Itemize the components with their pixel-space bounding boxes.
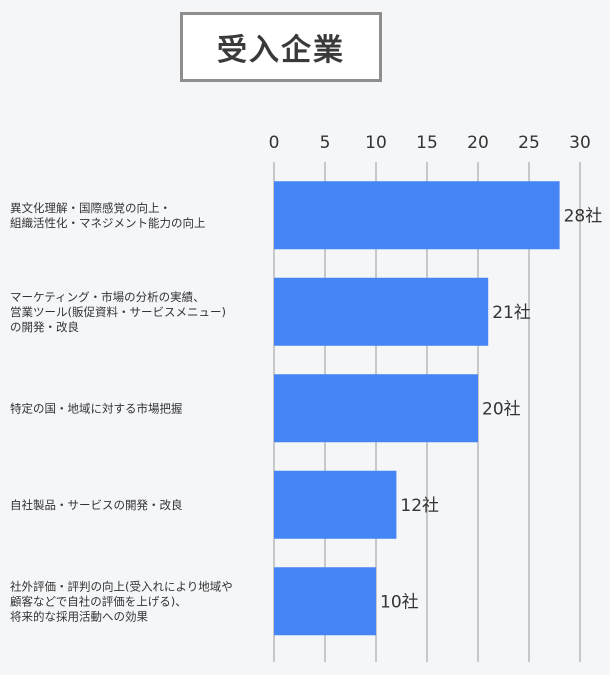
bar [274,181,560,250]
chart-title-box: 受入企業 [180,12,382,82]
category-label-line: 特定の国・地域に対する市場把握 [10,401,183,415]
category-label-line: 将来的な採用活動への効果 [10,609,148,623]
category-label: 社外評価・評判の向上(受入れにより地域や顧客などで自社の評価を上げる)、将来的な… [10,579,233,623]
category-label-line: 異文化理解・国際感覚の向上・ [10,201,171,215]
category-label: 特定の国・地域に対する市場把握 [10,401,183,415]
category-label-line: 自社製品・サービスの開発・改良 [10,498,183,512]
category-label: 異文化理解・国際感覚の向上・組織活性化・マネジメント能力の向上 [10,201,206,230]
value-label: 28社 [564,206,603,226]
category-label-line: の開発・改良 [10,320,79,334]
value-label: 20社 [482,399,521,419]
bar [274,277,489,346]
category-label-line: 社外評価・評判の向上(受入れにより地域や [10,579,233,593]
value-label: 12社 [400,496,439,516]
category-label-line: 顧客などで自社の評価を上げる)、 [10,594,187,608]
value-label: 10社 [380,592,419,612]
category-label-line: 営業ツール(販促資料・サービスメニュー) [10,305,226,319]
bar [274,470,397,539]
x-tick-label: 15 [416,133,438,153]
x-tick-label: 5 [320,133,331,153]
value-label: 21社 [492,303,531,323]
x-tick-label: 0 [269,133,280,153]
category-label-line: マーケティング・市場の分析の実績、 [10,290,205,304]
category-label: 自社製品・サービスの開発・改良 [10,498,183,512]
chart-title: 受入企業 [217,33,345,68]
category-label: マーケティング・市場の分析の実績、営業ツール(販促資料・サービスメニュー)の開発… [10,290,226,334]
x-tick-label: 25 [518,133,540,153]
bar [274,374,478,443]
x-tick-label: 30 [569,133,591,153]
category-label-line: 組織活性化・マネジメント能力の向上 [10,216,206,230]
bar [274,567,376,636]
x-tick-label: 10 [365,133,387,153]
x-tick-label: 20 [467,133,489,153]
